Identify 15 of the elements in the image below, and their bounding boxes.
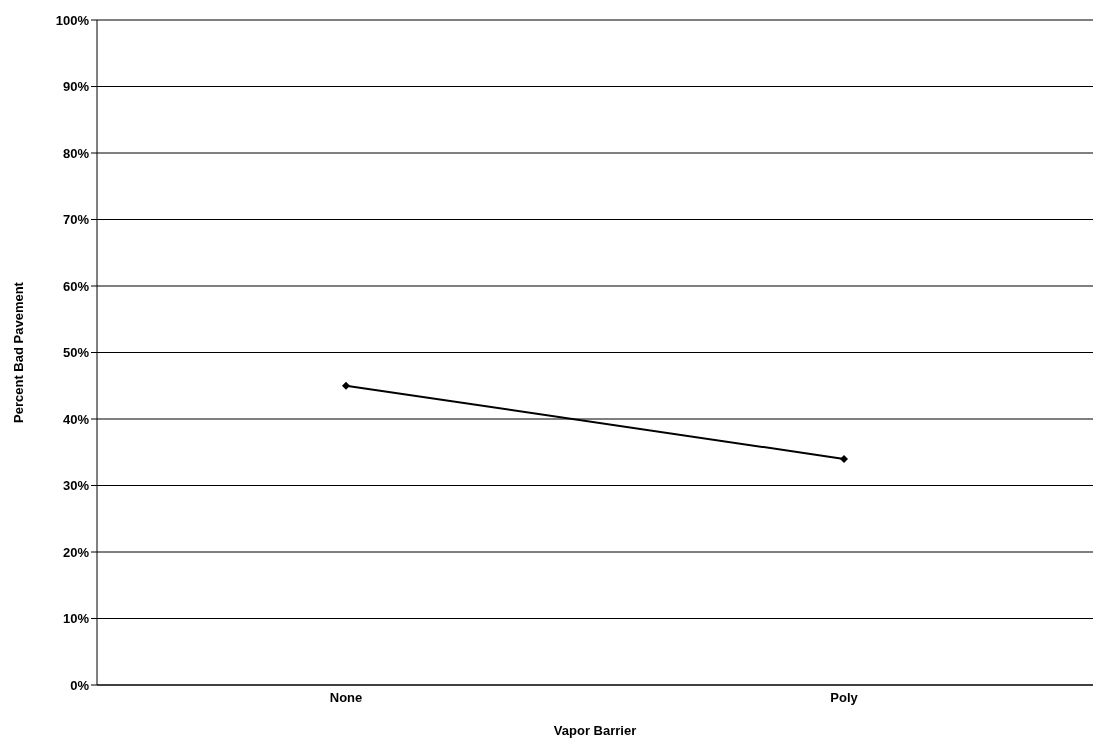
y-tick-label: 80% (62, 145, 90, 161)
y-tick-label: 60% (62, 278, 90, 294)
y-tick-label: 40% (62, 411, 90, 427)
y-tick-label: 70% (62, 212, 90, 228)
x-axis-title: Vapor Barrier (553, 723, 637, 738)
y-tick-label: 30% (62, 478, 90, 494)
x-tick-label: Poly (830, 690, 859, 706)
y-tick-label: 90% (62, 79, 90, 95)
y-tick-label: 0% (70, 677, 90, 693)
y-tick-label: 50% (62, 345, 90, 361)
y-axis-title: Percent Bad Pavement (10, 281, 26, 423)
x-tick-label: None (329, 690, 363, 706)
y-tick-label: 20% (62, 544, 90, 560)
y-tick-label: 10% (62, 611, 90, 627)
y-tick-label: 100% (55, 12, 90, 28)
